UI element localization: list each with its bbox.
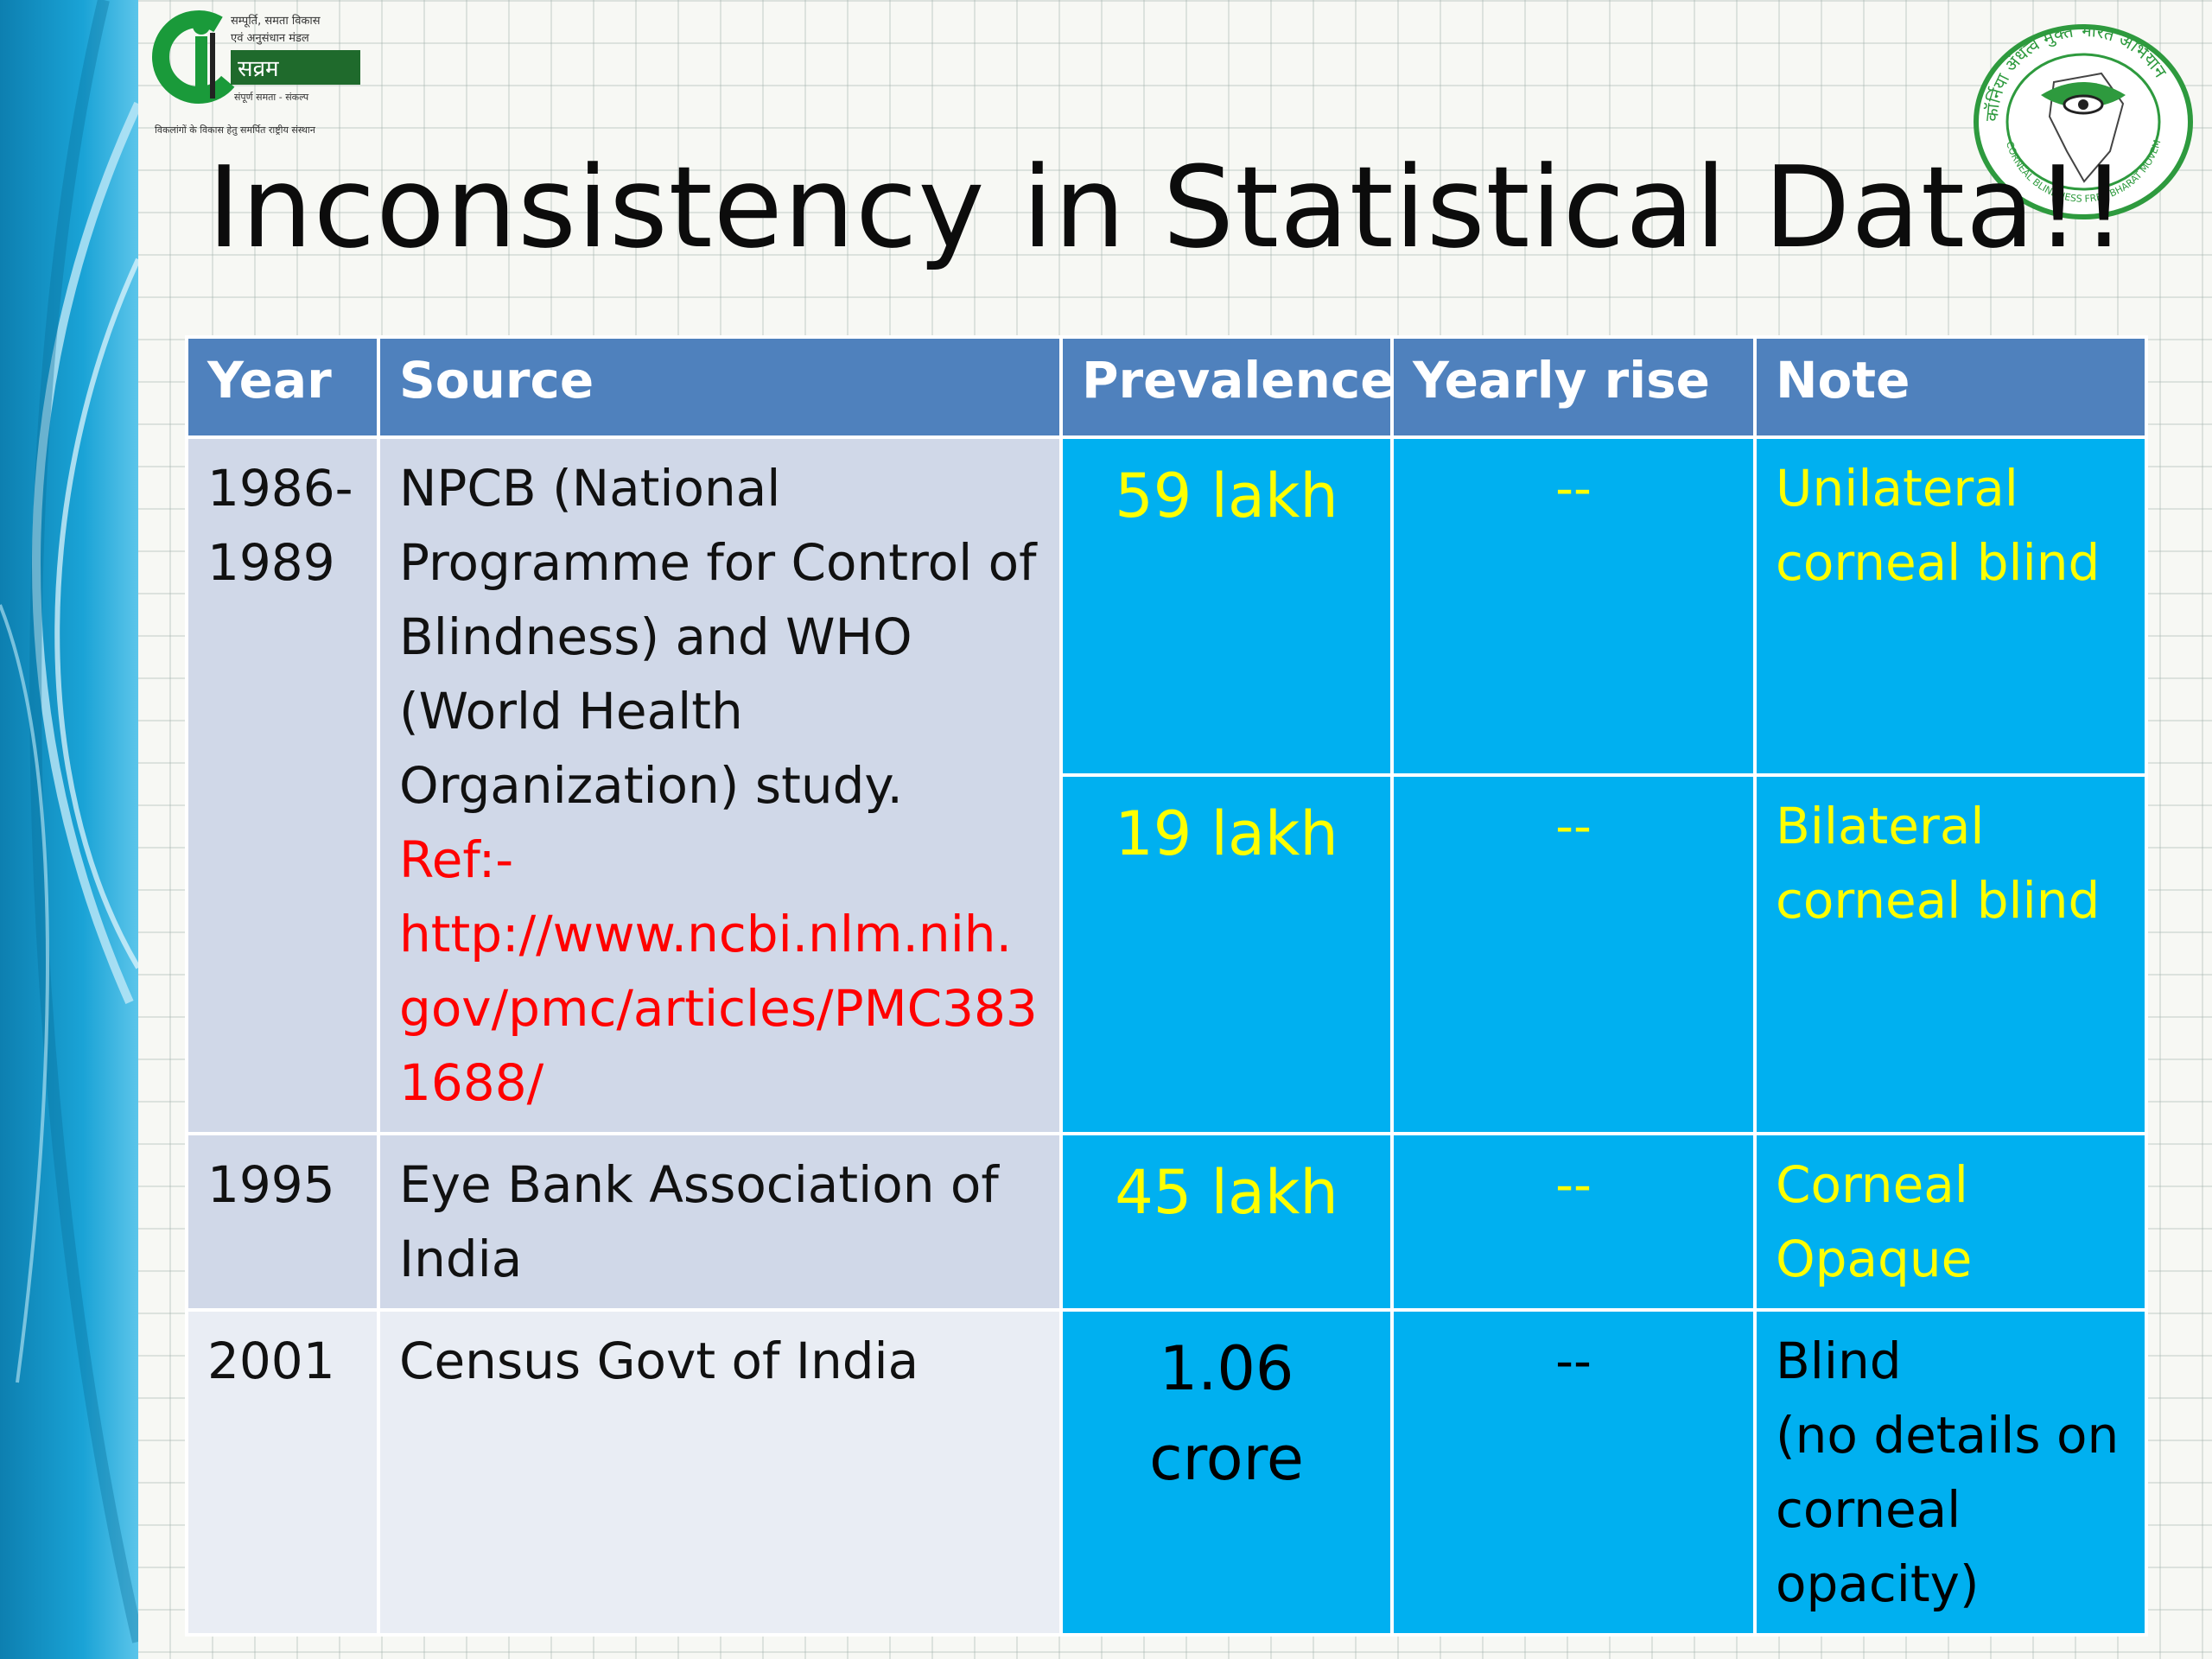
statistics-table: Year Source Prevalence Yearly rise Note … — [185, 335, 2148, 1637]
year-cell: 2001 — [185, 1308, 380, 1637]
reference-link[interactable]: http://www.ncbi.nlm.nih.gov/pmc/articles… — [399, 905, 1038, 1112]
yearly-rise-cell: -- — [1390, 435, 1757, 777]
prevalence-cell: 19 lakh — [1059, 772, 1394, 1136]
column-header-prevalence: Prevalence — [1059, 335, 1394, 439]
table-row: 1986-1989 NPCB (National Programme for C… — [185, 435, 2148, 1135]
column-header-source: Source — [377, 335, 1063, 439]
prevalence-cell: 1.06 crore — [1059, 1308, 1394, 1637]
column-header-yearly-rise: Yearly rise — [1390, 335, 1757, 439]
note-detail: (no details on corneal opacity) — [1776, 1406, 2120, 1613]
table-row: 19 lakh -- Bilateral corneal blind — [187, 772, 2148, 1136]
note-cell: Blind (no details on corneal opacity) — [1753, 1308, 2148, 1637]
yearly-rise-cell: -- — [1390, 1308, 1757, 1637]
slide-title: Inconsistency in Statistical Data!! — [207, 142, 2127, 273]
prevalence-cell: 45 lakh — [1059, 1132, 1394, 1312]
reference-label: Ref:- — [399, 830, 514, 889]
logo-left-line4: संपूर्ण समता - संकल्प — [234, 92, 309, 104]
source-cell: Census Govt of India — [377, 1308, 1063, 1637]
year-cell: 1986-1989 — [185, 435, 380, 1135]
logo-left-wordmark: सव्रम — [238, 56, 279, 82]
column-header-year: Year — [185, 335, 380, 439]
year-cell: 1995 — [185, 1132, 380, 1312]
decorative-left-band — [0, 0, 138, 1659]
table-header-row: Year Source Prevalence Yearly rise Note — [185, 335, 2148, 439]
source-text: NPCB (National Programme for Control of … — [399, 459, 1037, 815]
organization-logo-left: सम्पूर्ति, समता विकास एवं अनुसंधान मंडल … — [151, 7, 367, 143]
note-cell: Corneal Opaque — [1753, 1132, 2148, 1312]
table-row: 2001 Census Govt of India 1.06 crore -- … — [185, 1308, 2148, 1637]
column-header-note: Note — [1753, 335, 2148, 439]
source-cell: Eye Bank Association of India — [377, 1132, 1063, 1312]
logo-left-line2: एवं अनुसंधान मंडल — [231, 32, 309, 45]
corneal-blindness-movement-seal: कॉर्निया अंधत्व मुक्त भारत अभियान CORNEA… — [1968, 13, 2195, 222]
note-title: Blind — [1776, 1332, 1902, 1390]
note-cell: Unilateral corneal blind — [1753, 435, 2148, 777]
source-cell: NPCB (National Programme for Control of … — [377, 435, 1063, 1135]
logo-left-line1: सम्पूर्ति, समता विकास — [231, 14, 321, 28]
note-cell: Bilateral corneal blind — [1753, 772, 2148, 1136]
prevalence-value: 1.06 — [1159, 1333, 1294, 1404]
table-row: 1995 Eye Bank Association of India 45 la… — [185, 1132, 2148, 1312]
yearly-rise-cell: -- — [1390, 1132, 1757, 1312]
prevalence-unit: crore — [1149, 1423, 1304, 1494]
logo-left-tagline: विकलांगों के विकास हेतु समर्पित राष्ट्री… — [155, 124, 316, 136]
prevalence-cell: 59 lakh — [1059, 435, 1394, 777]
yearly-rise-cell: -- — [1390, 772, 1757, 1136]
